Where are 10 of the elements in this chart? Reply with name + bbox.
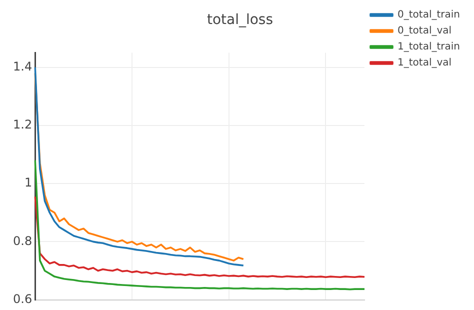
y-tick-label: 1.2 [12,118,32,132]
y-tick-label: 0.6 [12,292,32,306]
y-tick-label: 1.4 [12,59,32,74]
chart-title: total_loss [206,12,274,28]
y-tick-label: 0.8 [12,234,32,248]
legend-label: 1_total_val [397,58,452,69]
legend-label: 0_total_val [397,26,452,37]
y-tick-label: 1 [24,176,32,190]
legend-label: 1_total_train [397,42,460,53]
legend-label: 0_total_train [397,10,460,21]
